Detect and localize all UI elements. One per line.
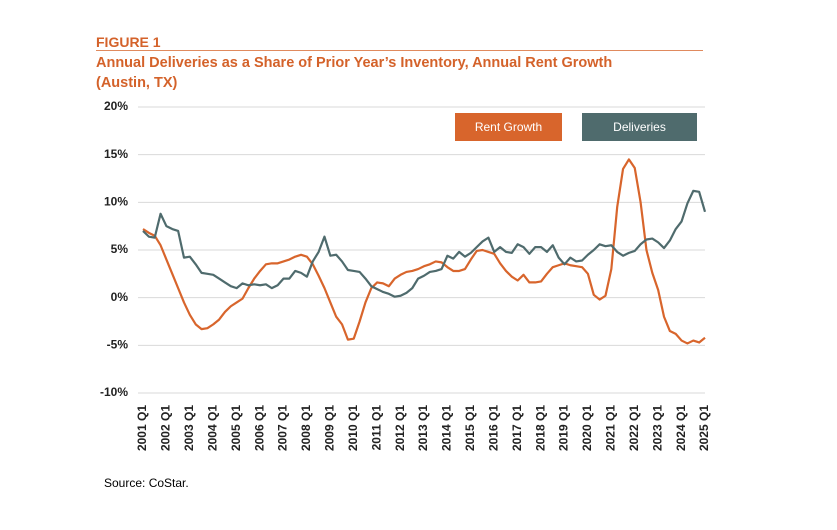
chart-title: Annual Deliveries as a Share of Prior Ye… <box>96 55 613 91</box>
x-tick-label: 2024 Q1 <box>674 405 688 451</box>
x-tick-label: 2017 Q1 <box>510 405 524 451</box>
x-tick-label: 2002 Q1 <box>159 405 173 451</box>
legend-label: Rent Growth <box>475 120 542 134</box>
x-tick-label: 2019 Q1 <box>557 405 571 451</box>
x-tick-label: 2022 Q1 <box>627 405 641 451</box>
y-tick-label: 15% <box>104 147 128 161</box>
y-tick-label: -10% <box>100 385 128 399</box>
series-line <box>142 189 707 298</box>
x-tick-label: 2015 Q1 <box>463 405 477 451</box>
x-tick-label: 2004 Q1 <box>205 405 219 451</box>
x-tick-label: 2014 Q1 <box>440 405 454 451</box>
x-tick-label: 2020 Q1 <box>580 405 594 451</box>
legend-item: Rent Growth <box>455 113 562 141</box>
x-tick-label: 2021 Q1 <box>604 405 618 451</box>
x-tick-label: 2012 Q1 <box>393 405 407 451</box>
y-tick-label: 0% <box>111 290 129 304</box>
x-tick-label: 2008 Q1 <box>299 405 313 451</box>
legend-label: Deliveries <box>613 120 666 134</box>
x-tick-label: 2018 Q1 <box>533 405 547 451</box>
y-tick-label: 5% <box>111 242 129 256</box>
x-tick-label: 2023 Q1 <box>650 405 664 451</box>
source-note: Source: CoStar. <box>104 476 189 490</box>
chart: -10% -5% 0% 5% 10% 15% 20% 2001 Q1 2002 Q1 2003 Q… <box>100 99 711 451</box>
x-tick-label: 2006 Q1 <box>252 405 266 451</box>
header-rule <box>96 50 703 51</box>
x-tick-label: 2003 Q1 <box>182 405 196 451</box>
y-tick-label: 20% <box>104 99 128 113</box>
x-tick-label: 2010 Q1 <box>346 405 360 451</box>
series-line <box>142 158 706 345</box>
legend-item: Deliveries <box>582 113 697 141</box>
y-tick-label: 10% <box>104 195 128 209</box>
x-tick-label: 2007 Q1 <box>276 405 290 451</box>
x-tick-label: 2009 Q1 <box>323 405 337 451</box>
x-tick-label: 2005 Q1 <box>229 405 243 451</box>
x-tick-label: 2001 Q1 <box>135 405 149 451</box>
legend-box <box>455 113 562 141</box>
y-tick-label: -5% <box>107 338 129 352</box>
figure-label: FIGURE 1 <box>96 34 161 50</box>
x-tick-label: 2016 Q1 <box>486 405 500 451</box>
legend-box <box>582 113 697 141</box>
x-tick-label: 2025 Q1 <box>697 405 711 451</box>
x-tick-label: 2013 Q1 <box>416 405 430 451</box>
x-tick-label: 2011 Q1 <box>369 405 383 451</box>
